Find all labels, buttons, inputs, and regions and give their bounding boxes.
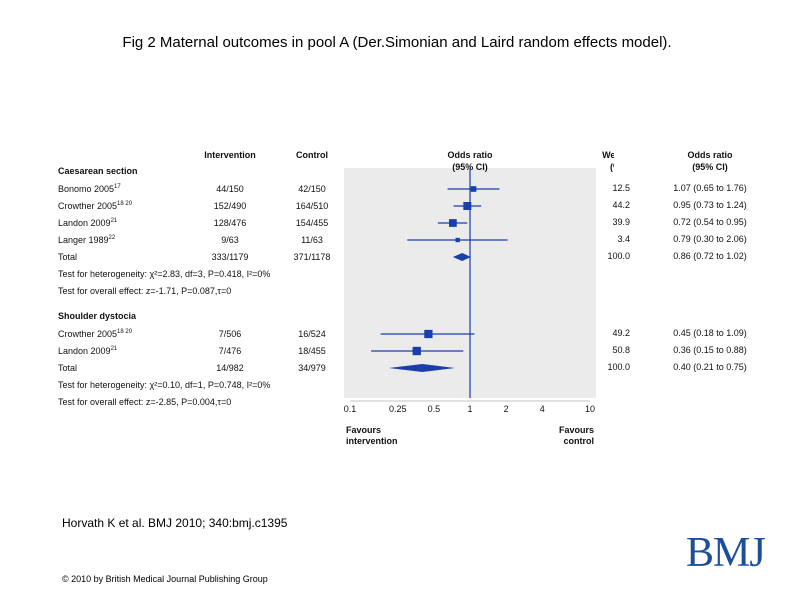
group-heading: Shoulder dystocia <box>58 311 137 321</box>
favours-right: Favours <box>559 425 594 435</box>
study-reference: 21 <box>111 218 118 224</box>
study-weight: 3.4 <box>617 234 630 244</box>
x-tick-label: 0.25 <box>389 404 407 414</box>
x-tick-label: 0.5 <box>428 404 441 414</box>
pooled-diamond <box>388 364 456 372</box>
study-label: Langer 198922 <box>58 235 116 245</box>
study-name: Landon 2009 <box>58 346 111 356</box>
citation: Horvath K et al. BMJ 2010; 340:bmj.c1395 <box>62 516 288 530</box>
x-tick-label: 0.1 <box>344 404 357 414</box>
study-weight: 49.2 <box>612 328 630 338</box>
study-label: Landon 200921 <box>58 218 118 228</box>
study-label: Bonomo 200517 <box>58 184 121 194</box>
intervention-events: 128/476 <box>214 218 247 228</box>
study-label: Crowther 200518 20 <box>58 329 133 339</box>
study-odds-ratio-ci: 1.07 (0.65 to 1.76) <box>673 183 747 193</box>
point-estimate <box>412 346 421 356</box>
copyright: © 2010 by British Medical Journal Publis… <box>62 574 268 584</box>
forest-plot: Intervention Control Odds ratio (95% CI) Wei… <box>54 138 632 458</box>
control-events: 164/510 <box>296 201 329 211</box>
control-events: 18/455 <box>298 346 326 356</box>
study-odds-ratio-ci: 0.95 (0.73 to 1.24) <box>673 200 747 210</box>
study-weight: 39.9 <box>612 217 630 227</box>
header-weight: Weight <box>602 150 614 160</box>
study-odds-ratio-ci: 0.72 (0.54 to 0.95) <box>673 217 747 227</box>
x-tick-label: 10 <box>585 404 595 414</box>
x-tick-label: 1 <box>467 404 472 414</box>
study-odds-ratio-ci: 0.45 (0.18 to 1.09) <box>673 328 747 338</box>
study-name: Crowther 2005 <box>58 201 117 211</box>
total-odds-ratio-ci: 0.86 (0.72 to 1.02) <box>673 251 747 261</box>
header-control: Control <box>296 150 328 160</box>
intervention-events: 44/150 <box>216 184 244 194</box>
study-reference: 21 <box>111 346 118 352</box>
header-odds-ratio: Odds ratio <box>447 150 493 160</box>
study-odds-ratio-ci: 0.36 (0.15 to 0.88) <box>673 345 747 355</box>
bmj-logo: BMJ <box>686 530 766 576</box>
control-events: 16/524 <box>298 329 326 339</box>
heterogeneity-test: Test for heterogeneity: χ²=2.83, df=3, P… <box>58 269 270 279</box>
pooled-diamond <box>452 253 472 261</box>
header-intervention: Intervention <box>204 150 256 160</box>
intervention-events: 7/476 <box>219 346 242 356</box>
point-estimate <box>449 219 457 227</box>
study-name: Langer 1989 <box>58 235 109 245</box>
intervention-events: 9/63 <box>221 235 239 245</box>
favours-right-sub: control <box>564 436 595 446</box>
favours-left-sub: intervention <box>346 436 398 446</box>
study-weight: 12.5 <box>612 183 630 193</box>
overall-effect-test: Test for overall effect: z=-1.71, P=0.08… <box>58 286 231 296</box>
header-odds-ratio-2-ci: (95% CI) <box>692 162 728 172</box>
x-tick-label: 2 <box>504 404 509 414</box>
header-weight-pct: (%) <box>610 162 614 172</box>
point-estimate <box>470 186 477 192</box>
forest-plot-svg: Intervention Control Odds ratio (95% CI) Wei… <box>58 150 632 446</box>
total-label: Total <box>58 252 77 262</box>
heterogeneity-test: Test for heterogeneity: χ²=0.10, df=1, P… <box>58 380 270 390</box>
x-tick-label: 4 <box>540 404 545 414</box>
control-events: 154/455 <box>296 218 329 228</box>
study-name: Landon 2009 <box>58 218 111 228</box>
header-odds-ratio-2: Odds ratio <box>687 150 733 160</box>
favours-left: Favours <box>346 425 381 435</box>
study-reference: 18 20 <box>117 201 133 207</box>
study-reference: 22 <box>109 235 116 241</box>
overall-effect-test: Test for overall effect: z=-2.85, P=0.00… <box>58 397 231 407</box>
point-estimate <box>424 329 433 339</box>
study-name: Crowther 2005 <box>58 329 117 339</box>
total-control-events: 371/1178 <box>294 252 331 262</box>
study-weight: 44.2 <box>612 200 630 210</box>
total-intervention-events: 333/1179 <box>212 252 249 262</box>
intervention-events: 7/506 <box>219 329 242 339</box>
header-odds-ratio-ci: (95% CI) <box>452 162 488 172</box>
total-intervention-events: 14/982 <box>216 363 244 373</box>
total-odds-ratio-ci: 0.40 (0.21 to 0.75) <box>673 362 747 372</box>
study-weight: 50.8 <box>612 345 630 355</box>
study-odds-ratio-ci: 0.79 (0.30 to 2.06) <box>673 234 747 244</box>
control-events: 42/150 <box>298 184 326 194</box>
study-label: Crowther 200518 20 <box>58 201 133 211</box>
total-control-events: 34/979 <box>298 363 326 373</box>
study-reference: 17 <box>114 184 121 190</box>
study-reference: 18 20 <box>117 329 133 335</box>
control-events: 11/63 <box>301 235 323 245</box>
figure-title: Fig 2 Maternal outcomes in pool A (Der.S… <box>122 34 672 51</box>
total-label: Total <box>58 363 77 373</box>
intervention-events: 152/490 <box>214 201 247 211</box>
point-estimate <box>455 237 460 243</box>
study-name: Bonomo 2005 <box>58 184 114 194</box>
study-label: Landon 200921 <box>58 346 118 356</box>
group-heading: Caesarean section <box>58 166 138 176</box>
point-estimate <box>463 202 472 210</box>
